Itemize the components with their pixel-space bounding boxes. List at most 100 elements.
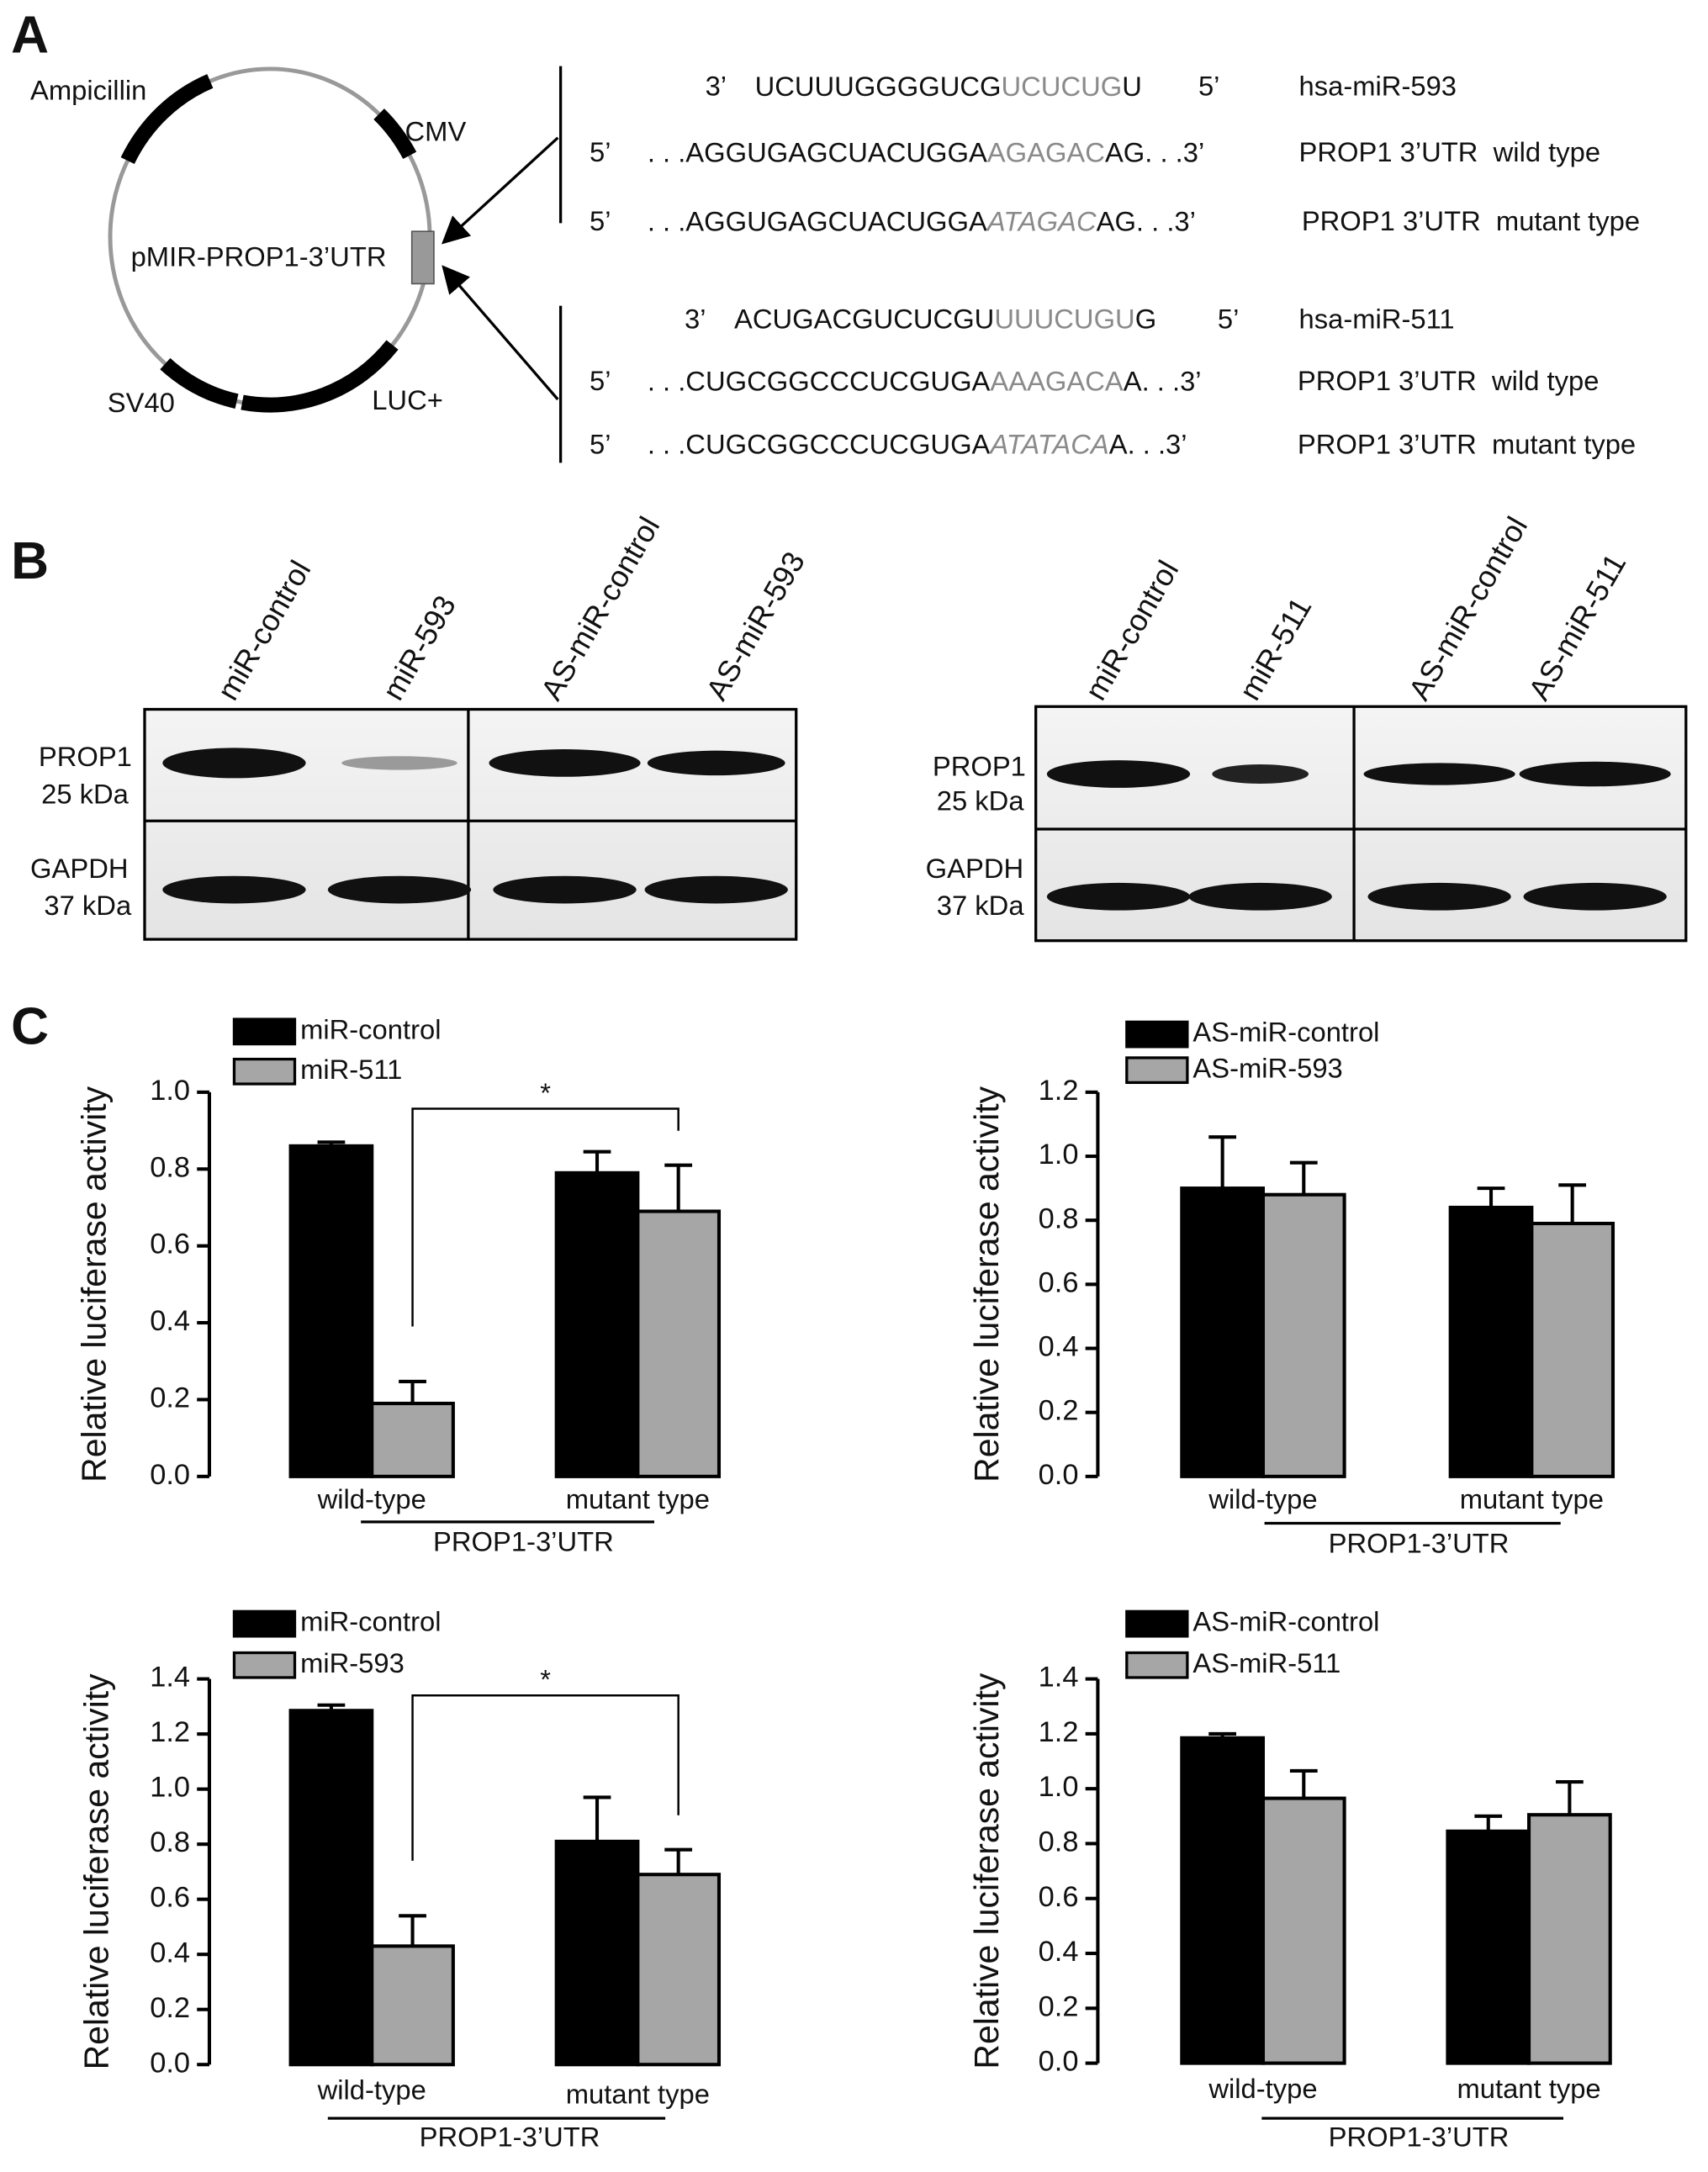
legend-swatch [1125, 1609, 1189, 1638]
arrow [441, 136, 559, 245]
sequence: . . .AGGUGAGCUACUGGAATAGACAG. . .3’ [648, 205, 1196, 236]
y-axis-label: Relative luciferase activity [967, 1086, 1006, 1482]
sequence-part: AG. . .3’ [1097, 205, 1196, 236]
sequence-part: A. . .3’ [1109, 428, 1187, 459]
y-tick-label: 1.4 [150, 1662, 190, 1694]
band [493, 875, 637, 904]
bar [1261, 1796, 1346, 2065]
strand-end: 5’ [590, 136, 611, 167]
x-tick-label: mutant type [566, 1483, 710, 1514]
y-tick-label: 1.4 [1039, 1662, 1079, 1694]
error-bar [1477, 1186, 1505, 1208]
y-tick-label: 0.6 [150, 1229, 190, 1260]
error-bar [1208, 1135, 1237, 1189]
size-label: 37 kDa [937, 890, 1025, 921]
error-bar [1289, 1160, 1318, 1195]
lane-label: miR-control [210, 554, 318, 706]
bar [636, 1873, 722, 2067]
y-tick-label: 1.2 [1039, 1075, 1079, 1107]
sequence-name: PROP1 3’UTR mutant type [1302, 205, 1640, 236]
y-tick-label: 1.0 [1039, 1139, 1079, 1171]
protein-label: PROP1 [933, 751, 1026, 782]
legend-swatch [232, 1057, 297, 1086]
x-tick-label: mutant type [566, 2079, 710, 2110]
panel-label: A [11, 6, 49, 64]
plasmid-name: pMIR-PROP1-3’UTR [131, 241, 387, 272]
bar [1448, 1205, 1534, 1478]
legend-swatch [232, 1017, 297, 1046]
plasmid-arc [373, 108, 417, 160]
y-tick-label: 0.2 [1039, 1395, 1079, 1427]
panel-label: C [11, 998, 49, 1056]
legend-label: miR-control [300, 1013, 441, 1044]
error-bar [1558, 1183, 1587, 1224]
bar [1446, 1829, 1531, 2065]
lane-label: AS-miR-593 [699, 546, 812, 706]
y-tick-label: 0.4 [150, 1305, 190, 1337]
sequence-part: . . .AGGUGAGCUACUGGA [648, 136, 987, 167]
strand-end: 3’ [685, 303, 706, 334]
plasmid-features [120, 74, 417, 413]
lane-label: AS-miR-control [1402, 510, 1535, 706]
strand-end: 5’ [590, 205, 611, 236]
y-tick-label: 0.6 [1039, 1881, 1079, 1913]
band [341, 756, 457, 770]
arrow [442, 265, 559, 401]
strand-end: 5’ [1198, 70, 1219, 101]
legend-swatch [232, 1609, 297, 1638]
lane-label: AS-miR-511 [1521, 547, 1632, 706]
error-bar [399, 1379, 426, 1404]
bar [1180, 1736, 1266, 2065]
sequence-part: . . .CUGCGGCCCUCGUGA [648, 428, 991, 459]
target-site: ATAGAC [986, 205, 1097, 236]
band [1367, 882, 1511, 911]
bar [636, 1209, 722, 1478]
sequence-part: . . .AGGUGAGCUACUGGA [648, 205, 987, 236]
sequence: ACUGACGUCUCGUUUUCUGUG [734, 303, 1156, 334]
sequence-part: U [1122, 70, 1142, 101]
target-site: UCUCUG [1002, 70, 1123, 101]
group-label: PROP1-3’UTR [433, 1526, 614, 1557]
y-tick-label: 0.8 [150, 1151, 190, 1183]
sequence-name: hsa-miR-593 [1299, 70, 1457, 101]
sequence-part: G [1135, 303, 1156, 334]
sequence-name: hsa-miR-511 [1299, 303, 1455, 334]
band [1046, 882, 1191, 911]
band [162, 875, 306, 904]
error-bar [583, 1795, 611, 1842]
group-label: PROP1-3’UTR [1329, 1527, 1510, 1558]
bar [370, 1944, 455, 2067]
sequence-part: . . .CUGCGGCCCUCGUGA [648, 365, 991, 396]
target-site: AGAGAC [987, 136, 1105, 167]
bar [554, 1839, 640, 2067]
x-tick-label: wild-type [317, 2074, 426, 2106]
y-axis-label: Relative luciferase activity [74, 1086, 113, 1482]
y-tick-label: 0.8 [1039, 1826, 1079, 1858]
error-bar [583, 1149, 611, 1173]
y-tick-label: 0.2 [150, 1992, 190, 2024]
sequence: . . .CUGCGGCCCUCGUGAAAAGACAA. . .3’ [648, 365, 1202, 396]
strand-end: 3’ [706, 70, 727, 101]
error-bar [317, 1703, 346, 1711]
bar [288, 1144, 374, 1478]
legend-swatch [232, 1651, 297, 1679]
sequence-part: A. . .3’ [1124, 365, 1202, 396]
sequence-part: AG. . .3’ [1105, 136, 1204, 167]
plasmid-arc [160, 357, 239, 409]
legend-label: miR-control [300, 1606, 441, 1637]
x-tick-label: mutant type [1460, 1483, 1604, 1514]
y-tick-label: 0.0 [1039, 2046, 1079, 2078]
band [1046, 760, 1191, 788]
lane-label: miR-593 [375, 589, 463, 706]
insert-site [410, 230, 435, 285]
sequence-name: PROP1 3’UTR wild type [1298, 365, 1600, 396]
error-bar [1474, 1814, 1503, 1831]
plasmid-arc [241, 340, 399, 413]
group-label: PROP1-3’UTR [420, 2121, 600, 2152]
size-label: 25 kDa [41, 778, 130, 809]
y-axis-label: Relative luciferase activity [967, 1673, 1006, 2069]
protein-label: GAPDH [926, 853, 1023, 884]
band [1188, 882, 1332, 911]
y-tick-label: 0.4 [1039, 1331, 1079, 1363]
